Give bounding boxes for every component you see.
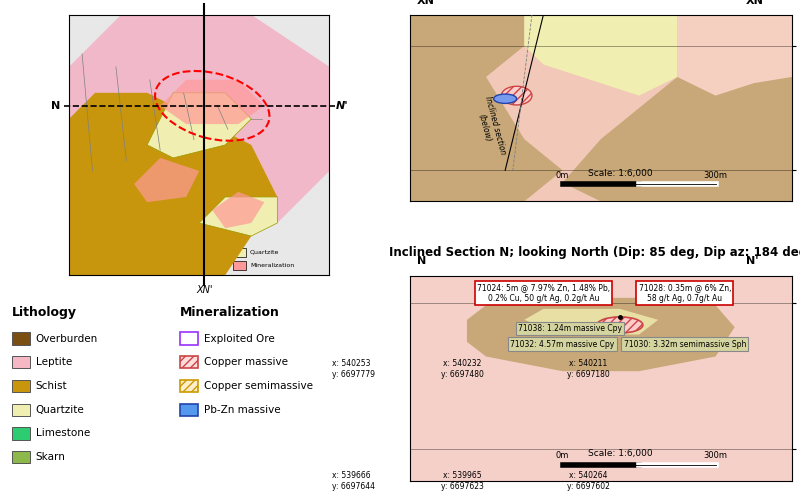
Text: Schist: Schist [35, 381, 67, 391]
Polygon shape [199, 197, 278, 236]
Text: Inclined section
(below): Inclined section (below) [473, 95, 507, 158]
Text: 0m: 0m [556, 451, 570, 460]
Bar [180, 356, 198, 368]
Bar [12, 427, 30, 439]
Text: Mineralization: Mineralization [180, 306, 280, 319]
Text: x: 540232
y: 6697480: x: 540232 y: 6697480 [441, 359, 484, 379]
Text: Limestone: Limestone [35, 429, 90, 438]
Text: Quartzite: Quartzite [250, 249, 279, 255]
Text: Exploited Ore: Exploited Ore [204, 333, 274, 344]
Title: Inclined Section N; looking North (Dip: 85 deg, Dip az: 184 deg): Inclined Section N; looking North (Dip: … [389, 246, 800, 259]
Text: x: 539666
y: 6697644: x: 539666 y: 6697644 [332, 471, 375, 491]
Bar [180, 332, 198, 345]
Text: 0m: 0m [556, 171, 570, 180]
Bar [12, 332, 30, 345]
Polygon shape [134, 158, 199, 202]
Text: N: N [51, 101, 61, 111]
Polygon shape [69, 93, 278, 275]
Bar [233, 248, 246, 257]
Bar [12, 404, 30, 416]
Ellipse shape [597, 317, 643, 333]
Text: x: 540264
y: 6697602: x: 540264 y: 6697602 [566, 471, 610, 491]
Text: XN: XN [198, 0, 211, 1]
Bar [12, 380, 30, 392]
Polygon shape [678, 15, 792, 96]
Bar [180, 380, 198, 392]
Text: N': N' [746, 255, 758, 266]
Text: Scale: 1:6,000: Scale: 1:6,000 [587, 449, 652, 458]
Text: Copper massive: Copper massive [204, 357, 288, 367]
Polygon shape [524, 15, 678, 96]
Text: Skarn: Skarn [35, 452, 66, 462]
Text: Copper semimassive: Copper semimassive [204, 381, 313, 391]
Text: 300m: 300m [703, 451, 727, 460]
Bar [12, 451, 30, 463]
Text: Mineralization: Mineralization [250, 263, 294, 268]
Text: 71032: 4.57m massive Cpy: 71032: 4.57m massive Cpy [510, 340, 614, 349]
Polygon shape [69, 15, 330, 249]
Polygon shape [562, 77, 792, 201]
Text: x: 540211
y: 6697180: x: 540211 y: 6697180 [566, 359, 610, 379]
Text: 71038: 1.24m massive Cpy: 71038: 1.24m massive Cpy [518, 324, 622, 333]
Polygon shape [410, 15, 562, 201]
Text: N': N' [336, 101, 349, 111]
Text: x: 539965
y: 6697623: x: 539965 y: 6697623 [441, 471, 484, 491]
Text: 300m: 300m [703, 171, 727, 180]
Text: XN': XN' [196, 285, 213, 295]
Ellipse shape [494, 94, 517, 104]
Text: 71024: 5m @ 7.97% Zn, 1.48% Pb,
0.2% Cu, 50 g/t Ag, 0.2g/t Au: 71024: 5m @ 7.97% Zn, 1.48% Pb, 0.2% Cu,… [477, 284, 610, 303]
Polygon shape [212, 192, 264, 228]
Bar [180, 404, 198, 416]
Text: Lithology: Lithology [12, 306, 77, 319]
Text: Pb-Zn massive: Pb-Zn massive [204, 405, 281, 415]
Text: x: 540253
y: 6697779: x: 540253 y: 6697779 [332, 359, 375, 379]
Polygon shape [160, 80, 264, 124]
Text: N: N [418, 255, 426, 266]
Text: 71028: 0.35m @ 6% Zn,
58 g/t Ag, 0.7g/t Au: 71028: 0.35m @ 6% Zn, 58 g/t Ag, 0.7g/t … [638, 284, 731, 303]
Bar [233, 261, 246, 270]
Text: XN': XN' [746, 0, 767, 5]
Text: Leptite: Leptite [35, 357, 72, 367]
Polygon shape [467, 298, 734, 371]
Text: Scale: 1:6,000: Scale: 1:6,000 [587, 169, 652, 179]
Polygon shape [147, 93, 251, 158]
Bar [12, 356, 30, 368]
Ellipse shape [502, 86, 532, 105]
Text: Quartzite: Quartzite [35, 405, 84, 415]
Text: XN: XN [418, 0, 435, 5]
Text: 71030: 3.32m semimassive Sph: 71030: 3.32m semimassive Sph [624, 340, 746, 349]
Text: Overburden: Overburden [35, 333, 98, 344]
Polygon shape [524, 309, 658, 334]
